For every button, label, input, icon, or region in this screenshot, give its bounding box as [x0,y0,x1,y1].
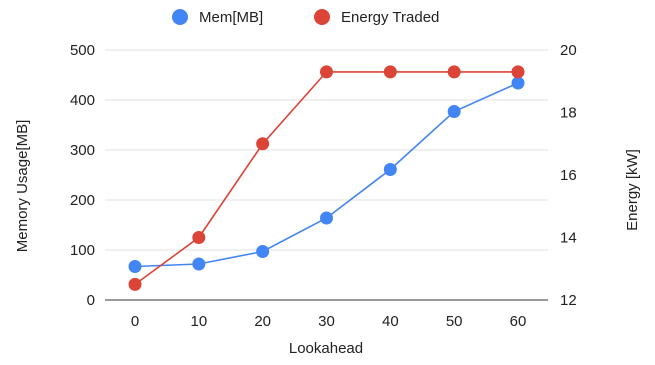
legend-item-mem[interactable]: Mem[MB] [172,9,263,26]
y-right-tick-label: 20 [560,42,577,59]
data-point-energy[interactable] [192,231,206,244]
legend-label-mem: Mem[MB] [199,9,263,26]
x-axis-title: Lookahead [289,340,363,357]
y-right-tick-label: 16 [560,167,577,184]
x-axis-ticks: 0 10 20 30 40 50 60 [131,313,527,330]
y-left-tick-label: 200 [70,192,95,209]
data-point-mem[interactable] [447,105,461,118]
x-tick-label: 10 [190,313,207,330]
data-point-energy[interactable] [128,277,142,291]
x-tick-label: 50 [446,313,463,330]
legend-marker-mem [172,9,188,25]
y-left-axis-title: Memory Usage[MB] [14,120,31,253]
y-right-axis-title: Energy [kW] [624,149,641,231]
left-axis-ticks: 0 100 200 300 400 500 [70,42,95,309]
data-point-mem[interactable] [320,211,333,225]
y-left-tick-label: 500 [70,42,95,59]
legend-marker-energy [314,9,330,25]
x-tick-label: 60 [510,313,527,330]
data-point-energy[interactable] [320,65,333,79]
right-axis-ticks: 12 14 16 18 20 [560,42,577,309]
data-point-mem[interactable] [256,245,270,258]
series-line-energy [134,71,518,286]
gridlines [105,49,548,301]
y-left-tick-label: 100 [70,242,95,259]
series-layer [128,65,525,291]
legend: Mem[MB] Energy Traded [172,9,439,26]
y-left-tick-label: 0 [87,292,95,309]
x-tick-label: 0 [131,313,139,330]
y-left-tick-label: 300 [70,142,95,159]
legend-item-energy[interactable]: Energy Traded [314,9,439,26]
data-point-mem[interactable] [383,163,397,176]
y-left-tick-label: 400 [70,92,95,109]
y-right-tick-label: 14 [560,230,577,247]
data-point-mem[interactable] [511,76,525,90]
legend-label-energy: Energy Traded [341,9,439,26]
x-tick-label: 40 [382,313,399,330]
data-point-mem[interactable] [128,260,142,273]
y-right-tick-label: 18 [560,105,577,122]
x-tick-label: 20 [254,313,271,330]
data-point-energy[interactable] [256,137,270,151]
data-point-energy[interactable] [447,65,461,79]
data-point-energy[interactable] [383,65,397,79]
x-tick-label: 30 [318,313,335,330]
y-right-tick-label: 12 [560,292,577,309]
data-point-energy[interactable] [511,65,525,79]
data-point-mem[interactable] [192,257,206,271]
